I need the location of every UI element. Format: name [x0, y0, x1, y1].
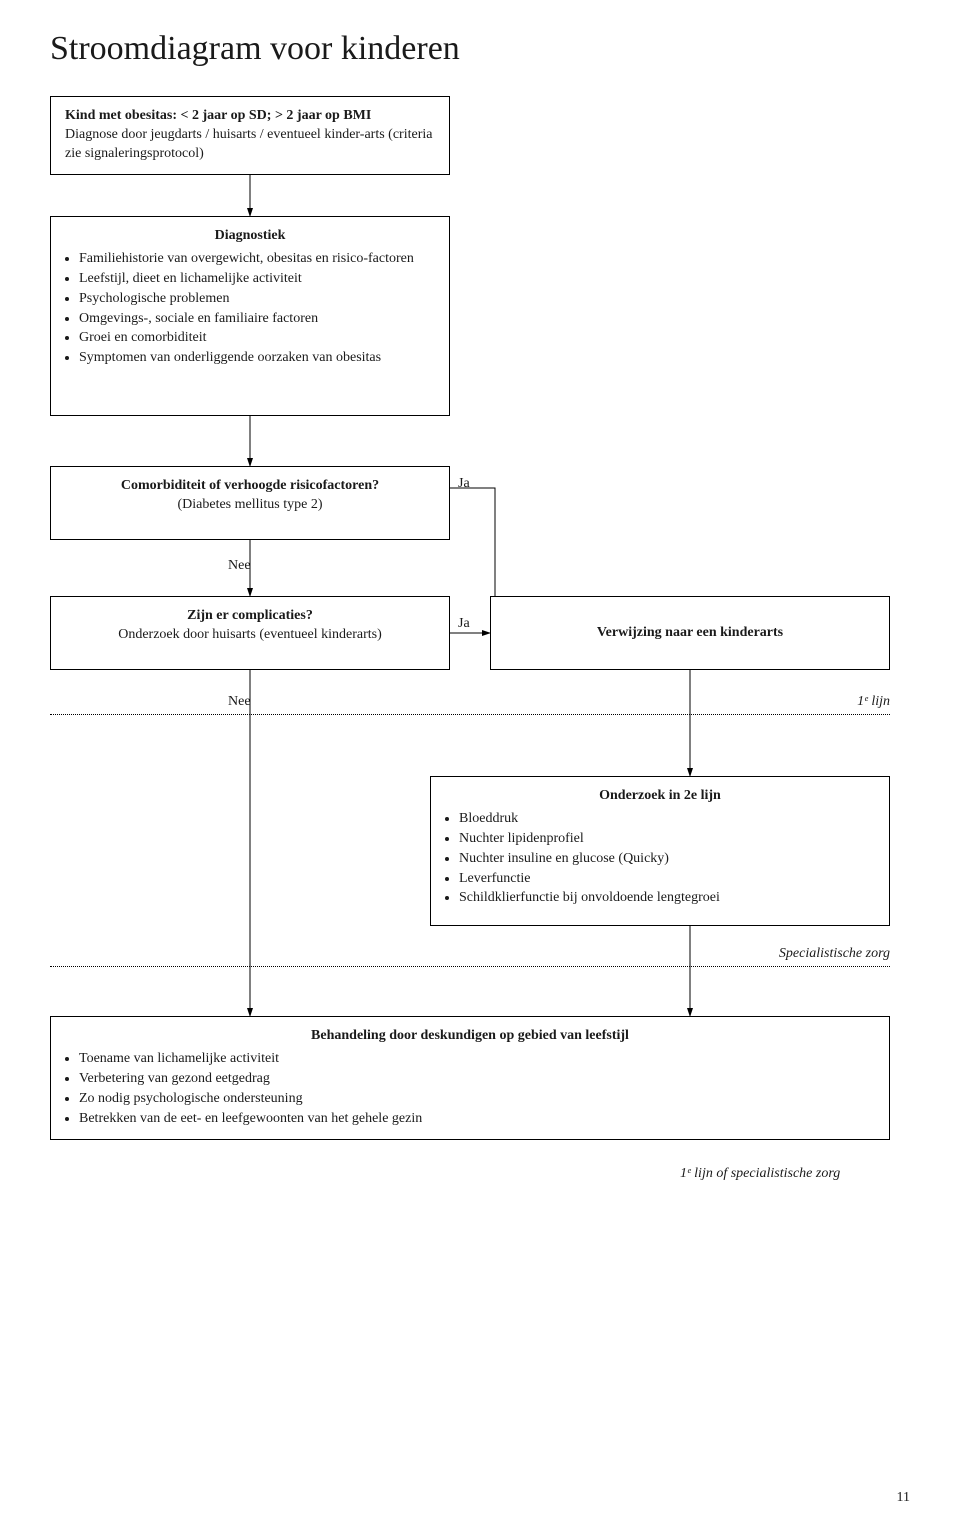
list-item: Omgevings-, sociale en familiaire factor…	[79, 310, 435, 329]
page-number: 11	[897, 1490, 910, 1506]
node-ref-text: Verwijzing naar een kinderarts	[597, 624, 783, 643]
list-item: Schildklierfunctie bij onvoldoende lengt…	[459, 889, 875, 908]
node-behandeling: Behandeling door deskundigen op gebied v…	[50, 1016, 890, 1140]
edge-label: Ja	[458, 616, 470, 632]
list-item: Symptomen van onderliggende oorzaken van…	[79, 349, 435, 368]
label-bottom: 1ᵉ lijn of specialistische zorg	[680, 1166, 840, 1182]
list-item: Bloeddruk	[459, 810, 875, 829]
node-question-comorbiditeit: Comorbiditeit of verhoogde risicofactore…	[50, 466, 450, 540]
list-item: Leverfunctie	[459, 870, 875, 889]
node-q1-text: (Diabetes mellitus type 2)	[65, 496, 435, 515]
edge-label: Nee	[228, 558, 251, 574]
list-item: Verbetering van gezond eetgedrag	[79, 1070, 875, 1089]
node-question-complicaties: Zijn er complicaties? Onderzoek door hui…	[50, 596, 450, 670]
list-item: Toename van lichamelijke activiteit	[79, 1050, 875, 1069]
separator-specialistische	[50, 966, 890, 967]
node-verwijzing: Verwijzing naar een kinderarts	[490, 596, 890, 670]
edge-label: Ja	[458, 476, 470, 492]
flowchart-canvas: Kind met obesitas: < 2 jaar op SD; > 2 j…	[50, 96, 910, 1476]
list-item: Betrekken van de eet- en leefgewoonten v…	[79, 1110, 875, 1129]
node-diag-list: Familiehistorie van overgewicht, obesita…	[65, 250, 435, 368]
separator-1e-lijn	[50, 714, 890, 715]
list-item: Nuchter insuline en glucose (Quicky)	[459, 850, 875, 869]
label-specialistische: Specialistische zorg	[750, 946, 890, 962]
node-q2-heading: Zijn er complicaties?	[65, 607, 435, 626]
node-behandel-heading: Behandeling door deskundigen op gebied v…	[65, 1027, 875, 1046]
label-1e-lijn: 1ᵉ lijn	[750, 694, 890, 710]
node-diagnostiek: Diagnostiek Familiehistorie van overgewi…	[50, 216, 450, 416]
node-lijn2-list: BloeddrukNuchter lipidenprofielNuchter i…	[445, 810, 875, 908]
node-start-heading: Kind met obesitas: < 2 jaar op SD; > 2 j…	[65, 107, 435, 126]
node-q1-heading: Comorbiditeit of verhoogde risicofactore…	[65, 477, 435, 496]
list-item: Nuchter lipidenprofiel	[459, 830, 875, 849]
node-start: Kind met obesitas: < 2 jaar op SD; > 2 j…	[50, 96, 450, 175]
node-diag-heading: Diagnostiek	[65, 227, 435, 246]
node-start-text: Diagnose door jeugdarts / huisarts / eve…	[65, 126, 435, 164]
node-onderzoek-2e-lijn: Onderzoek in 2e lijn BloeddrukNuchter li…	[430, 776, 890, 926]
edge-label: Nee	[228, 694, 251, 710]
node-behandel-list: Toename van lichamelijke activiteitVerbe…	[65, 1050, 875, 1129]
page-title: Stroomdiagram voor kinderen	[50, 30, 910, 68]
list-item: Psychologische problemen	[79, 290, 435, 309]
list-item: Zo nodig psychologische ondersteuning	[79, 1090, 875, 1109]
list-item: Familiehistorie van overgewicht, obesita…	[79, 250, 435, 269]
node-q2-text: Onderzoek door huisarts (eventueel kinde…	[65, 626, 435, 645]
node-lijn2-heading: Onderzoek in 2e lijn	[445, 787, 875, 806]
list-item: Groei en comorbiditeit	[79, 329, 435, 348]
list-item: Leefstijl, dieet en lichamelijke activit…	[79, 270, 435, 289]
